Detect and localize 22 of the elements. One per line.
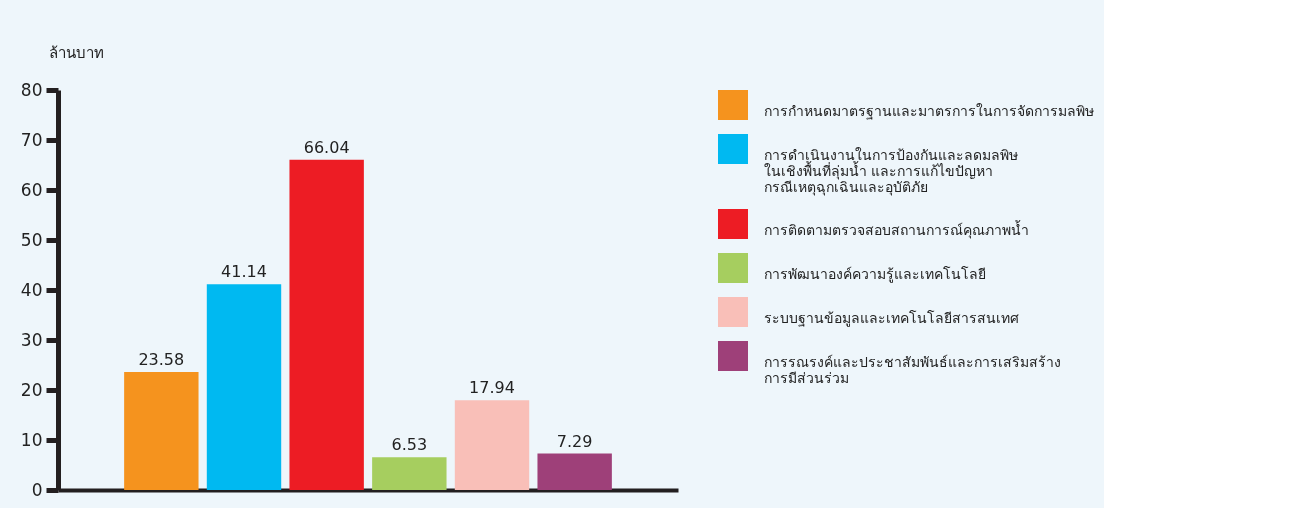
data-label: 7.29: [556, 431, 593, 451]
y-axis-title: ล้านบาท: [48, 43, 104, 62]
y-tick-label: 70: [20, 129, 43, 150]
data-label: 41.14: [221, 262, 267, 282]
y-tick-label: 20: [20, 379, 43, 400]
data-label: 17.94: [469, 378, 515, 398]
y-tick-label: 50: [20, 229, 43, 250]
y-tick-label: 30: [20, 329, 43, 350]
legend-label: การรณรงค์และประชาสัมพันธ์และการเสริมสร้าง การมีส่วนร่วม: [764, 354, 1061, 386]
data-label: 66.04: [303, 137, 350, 157]
y-tick-label: 60: [20, 179, 43, 200]
data-label: 6.53: [391, 435, 428, 455]
legend-label: การพัฒนาองค์ความรู้และเทคโนโลยี: [764, 266, 986, 283]
y-tick-label: 80: [20, 79, 43, 100]
y-tick-label: 0: [31, 479, 43, 500]
y-tick-label: 40: [20, 279, 43, 300]
legend-label: การติดตามตรวจสอบสถานการณ์คุณภาพน้ำ: [764, 220, 1029, 239]
data-label: 23.58: [138, 350, 185, 370]
legend-label: การดำเนินงานในการป้องกันและลดมลพิษ ในเชิงพื้นที่ลุ่มน้ำ และการแก้ไขปัญหา กรณีเหตุฉุกเฉินและอุบัติภัย: [764, 147, 1018, 196]
legend-label: ระบบฐานข้อมูลและเทคโนโลยีสารสนเทศ: [764, 310, 1019, 327]
legend-label: การกำหนดมาตรฐานและมาตรการในการจัดการมลพิษ: [764, 103, 1094, 120]
y-tick-label: 10: [20, 429, 43, 450]
